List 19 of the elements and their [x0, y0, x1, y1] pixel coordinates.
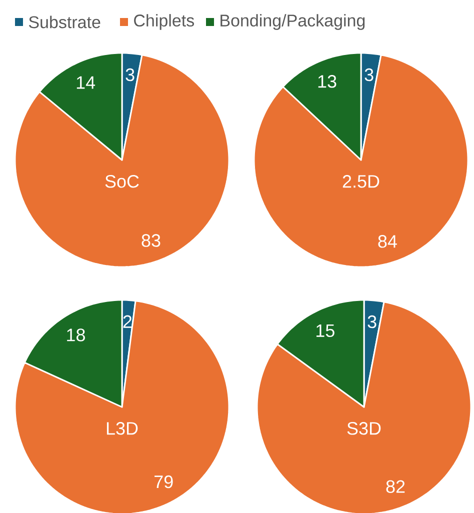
legend-label: Substrate: [28, 16, 100, 28]
data-label: 83: [142, 234, 160, 247]
text: SoC: [105, 175, 139, 188]
text: L3D: [106, 422, 138, 435]
data-label: 18: [67, 328, 85, 342]
legend-label: Bonding/Packaging: [220, 14, 365, 30]
data-label: 3: [364, 68, 374, 82]
data-label: 14: [76, 76, 96, 89]
data-label: 82: [386, 480, 405, 493]
text: 2.5D: [342, 175, 380, 188]
data-label: 84: [378, 235, 397, 248]
slice-label: Chiplets: [134, 14, 194, 30]
data-label: 15: [316, 324, 334, 338]
data-label: 3: [368, 315, 376, 328]
data-label: 79: [154, 475, 173, 488]
text: S3D: [347, 422, 381, 435]
data-label: 13: [318, 75, 336, 88]
data-label: 3: [126, 68, 134, 82]
data-label: 2: [123, 315, 132, 328]
